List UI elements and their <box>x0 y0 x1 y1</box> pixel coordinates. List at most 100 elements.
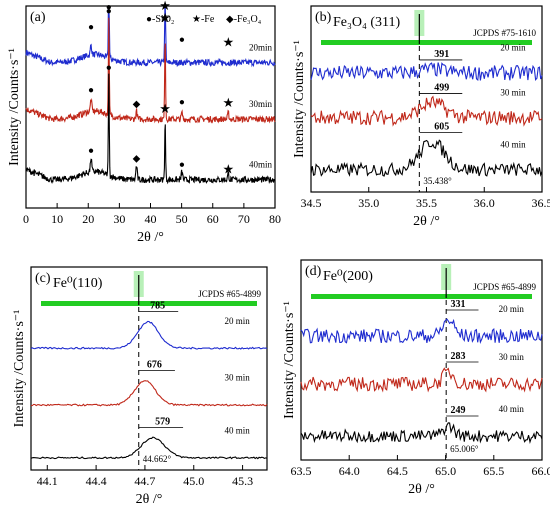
x-tick-label: 44.1 <box>37 474 58 488</box>
series-label: 20 min <box>225 316 251 326</box>
x-tick-label: 36.0 <box>474 196 495 210</box>
x-tick-label: 10 <box>51 212 63 226</box>
phase-marker: ◆ <box>133 99 141 110</box>
x-tick-label: 50 <box>176 212 188 226</box>
series-line-0 <box>25 7 276 68</box>
x-tick-label: 36.5 <box>532 196 550 210</box>
x-tick-label: 45.0 <box>183 474 204 488</box>
x-axis-label: 2θ /° <box>413 214 440 229</box>
x-tick-label: 60 <box>207 212 219 226</box>
phase-marker: ★ <box>159 10 171 25</box>
phase-marker: ★ <box>222 95 234 110</box>
series-line-0 <box>30 320 268 350</box>
phase-marker: ● <box>88 145 94 156</box>
panel-label: (d) <box>305 264 322 279</box>
panel-title: Fe₃O₄ (311) <box>333 15 401 30</box>
series-label: 20 min <box>499 304 525 314</box>
panel-label: (a) <box>30 10 46 25</box>
y-axis-label: Intensity /Counts·s⁻¹ <box>7 48 22 166</box>
reference-label: JCPDS #75-1610 <box>473 28 536 38</box>
series-label: 20min <box>249 42 273 52</box>
phase-marker: ★ <box>222 162 234 177</box>
peak-intensity-label: 331 <box>450 299 465 310</box>
plot-frame <box>30 266 268 471</box>
peak-intensity-label: 499 <box>434 82 449 93</box>
series-label: 20 min <box>500 43 526 53</box>
peak-intensity-label: 249 <box>450 405 465 416</box>
phase-marker: ★ <box>159 101 171 116</box>
series-label: 40 min <box>499 404 525 414</box>
x-tick-label: 64.5 <box>387 464 408 478</box>
series-line-2 <box>300 422 543 445</box>
phase-marker: ● <box>106 2 112 13</box>
plot-frame <box>300 259 543 461</box>
x-tick-label: 35.0 <box>358 196 379 210</box>
peak-intensity-label: 785 <box>150 301 165 312</box>
series-line-2 <box>25 73 276 185</box>
x-tick-label: 65.0 <box>435 464 456 478</box>
peak-intensity-label: 579 <box>155 416 170 427</box>
peak-position-label: 44.662° <box>143 454 172 464</box>
legend-entry: ★-Fe <box>192 14 215 25</box>
phase-marker: ★ <box>222 34 234 49</box>
x-axis-label: 2θ /° <box>136 492 163 507</box>
x-tick-label: 40 <box>145 212 157 226</box>
peak-intensity-label: 676 <box>147 360 162 371</box>
series-label: 30min <box>249 99 273 109</box>
x-tick-label: 44.4 <box>86 474 107 488</box>
series-label: 40min <box>249 160 273 170</box>
series-label: 30 min <box>499 352 525 362</box>
series-line-2 <box>30 436 268 460</box>
phase-marker: ★ <box>159 0 171 13</box>
x-tick-label: 30 <box>113 212 125 226</box>
legend-entry: ●-SiO₂ <box>146 14 174 25</box>
reference-bar <box>311 294 532 299</box>
peak-position-label: 35.438° <box>423 176 452 186</box>
panel-title: Fe⁰(200) <box>323 269 373 284</box>
series-label: 30 min <box>225 373 251 383</box>
x-tick-label: 45.3 <box>232 474 253 488</box>
series-line-2 <box>310 139 543 178</box>
legend-entry: ◆-Fe₃O₄ <box>226 14 262 25</box>
panel-a: (a) 0 10 20 30 40 50 60 70 80 2θ /° Intensity /Coun… <box>7 0 281 245</box>
phase-marker: ◆ <box>133 154 141 165</box>
series-line-1 <box>30 380 268 407</box>
x-tick-label: 63.5 <box>291 464 312 478</box>
series-line-0 <box>310 62 543 81</box>
x-tick-label: 20 <box>82 212 94 226</box>
x-tick-label: 64.0 <box>339 464 360 478</box>
peak-intensity-label: 391 <box>434 49 449 60</box>
series-line-0 <box>300 318 543 345</box>
panel-b: (b) 34.5 35.0 35.5 36.0 36.5 2θ /° Intensity /C… <box>292 5 550 229</box>
x-tick-label: 65.5 <box>483 464 504 478</box>
series-line-1 <box>310 95 543 127</box>
peak-position-label: 65.006° <box>450 444 479 454</box>
reference-label: JCPDS #65-4899 <box>198 289 261 299</box>
reference-bar <box>41 301 257 306</box>
legend: ●-SiO₂ ★-Fe ◆-Fe₃O₄ <box>146 14 262 25</box>
phase-marker: ● <box>179 34 185 45</box>
reference-bar <box>321 40 532 45</box>
reference-label: JCPDS #65-4899 <box>473 282 536 292</box>
phase-marker: ● <box>179 97 185 108</box>
x-tick-label: 35.5 <box>416 196 437 210</box>
phase-marker: ● <box>106 63 112 74</box>
x-tick-label: 80 <box>269 212 281 226</box>
panel-title: Fe⁰(110) <box>53 276 103 291</box>
peak-intensity-label: 283 <box>450 351 465 362</box>
series-line-1 <box>25 17 276 124</box>
x-tick-label: 34.5 <box>301 196 322 210</box>
series-label: 30 min <box>500 87 526 97</box>
series-label: 40 min <box>225 425 251 435</box>
phase-marker: ● <box>88 22 94 33</box>
phase-marker: ● <box>106 6 112 17</box>
x-tick-label: 0 <box>23 212 29 226</box>
phase-marker: ● <box>179 160 185 171</box>
phase-marker: ● <box>88 85 94 96</box>
panel-label: (b) <box>315 10 332 25</box>
x-tick-label: 70 <box>238 212 250 226</box>
y-axis-label: Intensity /Counts·s⁻¹ <box>12 310 27 428</box>
peak-intensity-label: 605 <box>434 121 449 132</box>
x-axis-label: 2θ /° <box>137 230 164 245</box>
